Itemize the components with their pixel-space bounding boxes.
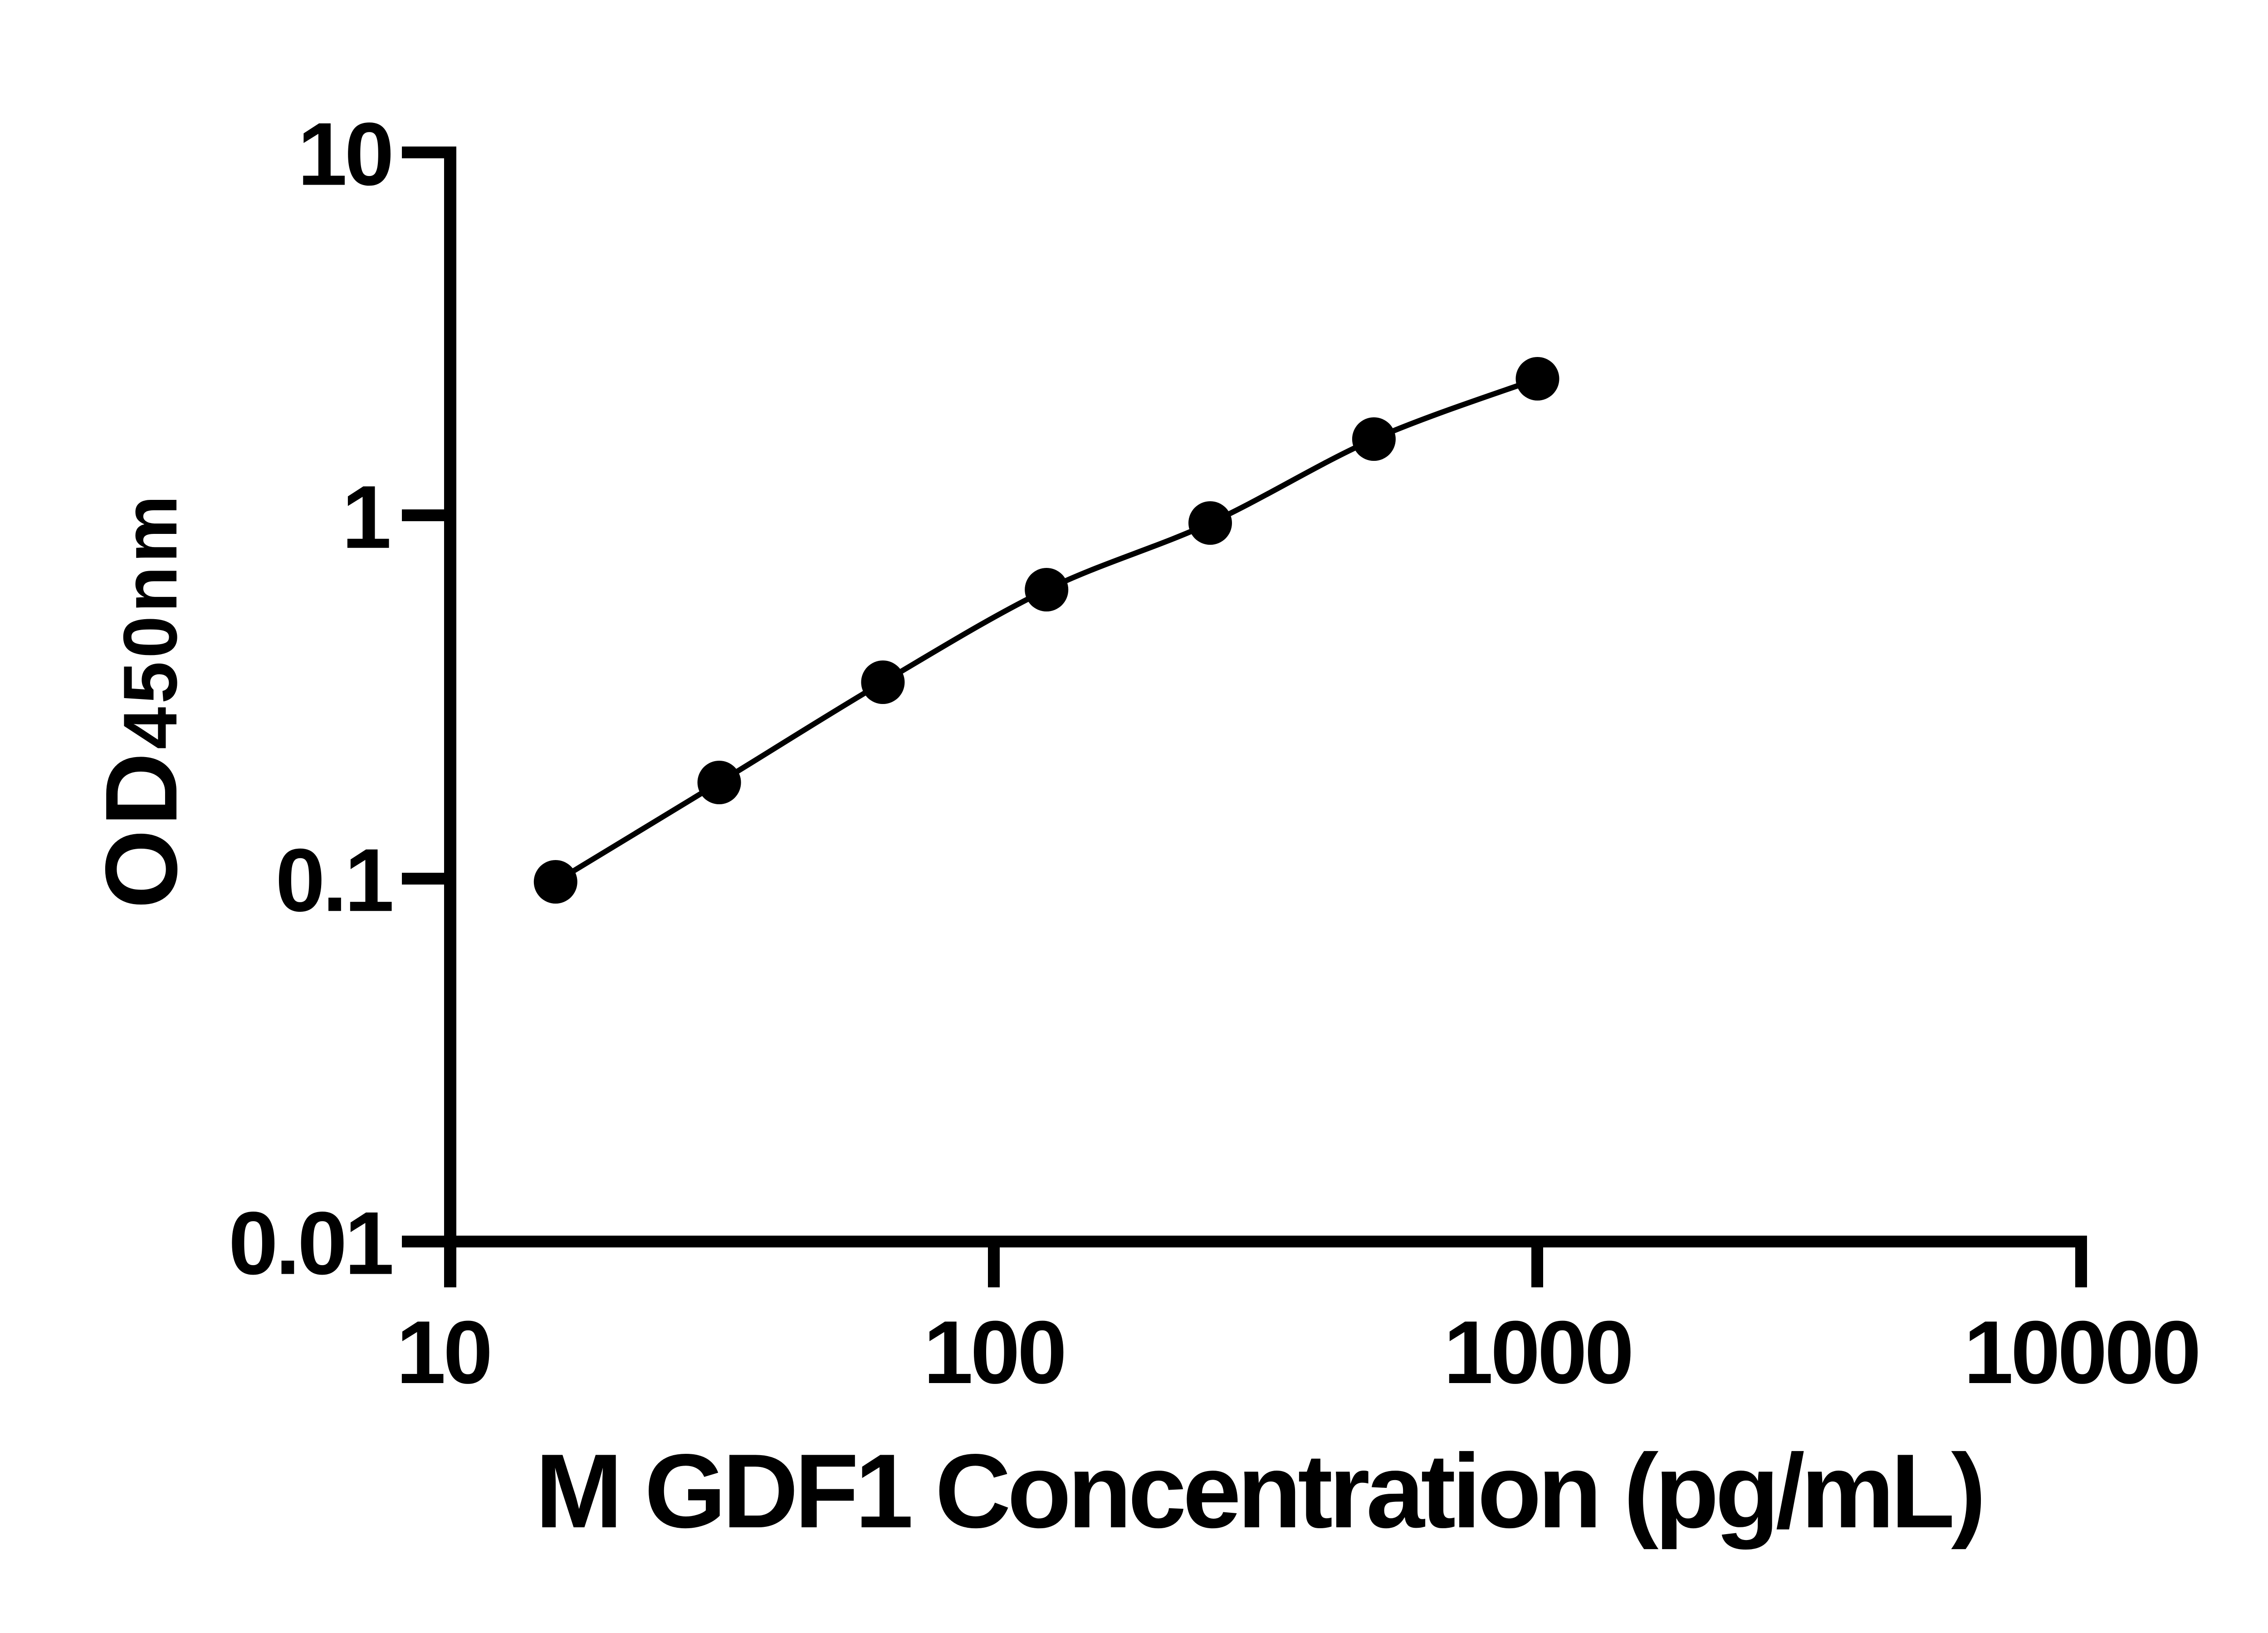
svg-text:10: 10: [396, 1302, 490, 1402]
svg-text:1: 1: [342, 467, 391, 567]
svg-text:M GDF1 Concentration (pg/mL): M GDF1 Concentration (pg/mL): [535, 1433, 1982, 1550]
svg-text:OD450nm: OD450nm: [84, 492, 198, 909]
svg-text:10: 10: [298, 104, 391, 204]
svg-text:10000: 10000: [1964, 1302, 2199, 1402]
svg-text:0.1: 0.1: [275, 830, 392, 930]
svg-text:1000: 1000: [1443, 1302, 1631, 1402]
svg-text:0.01: 0.01: [229, 1193, 392, 1293]
svg-text:100: 100: [924, 1302, 1065, 1402]
